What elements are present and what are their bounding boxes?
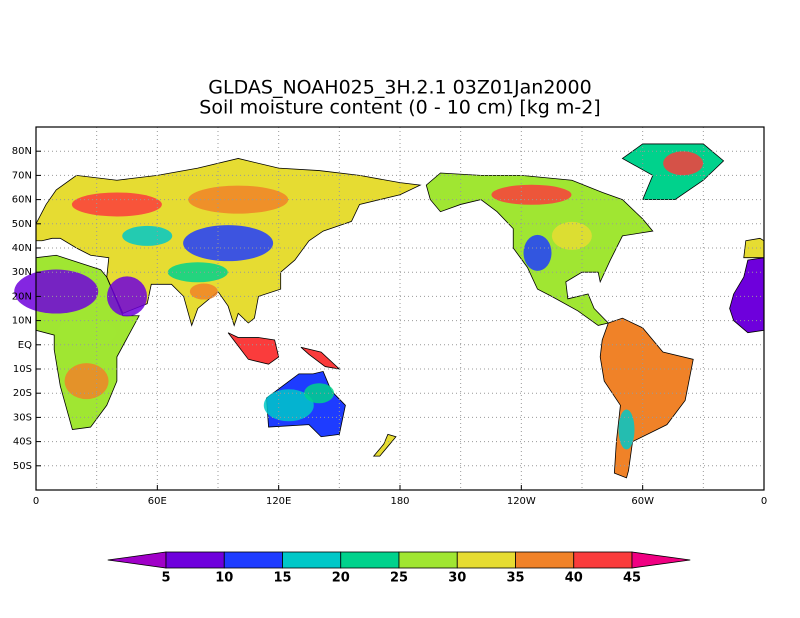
lat-label: 10N <box>12 316 32 327</box>
lat-label: 30N <box>12 267 32 278</box>
new-guinea <box>300 346 341 370</box>
land <box>14 143 765 479</box>
lat-label: 60N <box>12 195 32 206</box>
lon-label: 120E <box>266 496 291 507</box>
moisture-patch <box>523 234 552 271</box>
grid <box>36 127 764 490</box>
lat-label: 80N <box>12 146 32 157</box>
moisture-patch <box>56 318 117 347</box>
lon-label: 60E <box>148 496 167 507</box>
colorbar-high <box>631 551 691 569</box>
colorbar-label: 40 <box>565 571 583 586</box>
moisture-patch <box>14 269 99 314</box>
title-line-1: GLDAS_NOAH025_3H.2.1 03Z01Jan2000 <box>208 77 591 99</box>
colorbar: 5 10 15 20 25 30 35 40 45 <box>107 551 691 586</box>
colorbar-label: 30 <box>448 571 466 586</box>
moisture-patch <box>612 347 673 391</box>
lat-label: 30S <box>13 412 32 423</box>
colorbar-label: 35 <box>506 571 524 586</box>
moisture-patch <box>64 363 109 400</box>
colorbar-label: 25 <box>390 571 408 586</box>
colorbar-label: 20 <box>332 571 350 586</box>
moisture-patch <box>107 276 147 317</box>
moisture-patch <box>122 225 173 246</box>
lat-label: 70N <box>12 170 32 181</box>
lat-label: EQ <box>18 340 32 351</box>
iberia <box>743 237 765 259</box>
colorbar-box <box>515 551 575 569</box>
colorbar-label: 45 <box>623 571 641 586</box>
lat-label: 40N <box>12 243 32 254</box>
colorbar-box <box>340 551 400 569</box>
moisture-patch <box>189 283 218 300</box>
lon-label: 60W <box>631 496 654 507</box>
moisture-patch <box>663 151 704 176</box>
colorbar-box <box>165 551 225 569</box>
lon-label: 0 <box>33 496 39 507</box>
lon-label: 0 <box>761 496 767 507</box>
colorbar-label: 10 <box>215 571 233 586</box>
moisture-patch <box>551 221 592 250</box>
colorbar-box <box>223 551 283 569</box>
colorbar-box <box>398 551 458 569</box>
moisture-patch <box>618 409 635 450</box>
lat-label: 10S <box>13 364 32 375</box>
moisture-patch <box>263 389 314 422</box>
moisture-patch <box>491 184 572 205</box>
colorbar-box <box>282 551 342 569</box>
lat-label: 40S <box>13 437 32 448</box>
lon-label: 180 <box>390 496 409 507</box>
indonesia <box>227 332 280 365</box>
colorbar-box <box>456 551 516 569</box>
moisture-patch <box>167 262 228 283</box>
moisture-patch <box>304 383 335 404</box>
lat-label: 50N <box>12 219 32 230</box>
new-zealand <box>372 433 397 457</box>
lon-label: 120W <box>507 496 536 507</box>
lat-label: 20N <box>12 291 32 302</box>
colorbar-label: 15 <box>273 571 291 586</box>
moisture-patch <box>71 192 162 217</box>
moisture-patch <box>183 225 274 262</box>
moisture-patch <box>188 185 289 214</box>
colorbar-label: 5 <box>161 571 170 586</box>
lat-label: 50S <box>13 461 32 472</box>
lat-label: 20S <box>13 388 32 399</box>
colorbar-box <box>573 551 633 569</box>
title-line-2: Soil moisture content (0 - 10 cm) [kg m-… <box>199 97 600 119</box>
axis-labels: 80N 70N 60N 50N 40N 30N 20N 10N EQ 10S 20S 30S 40S 50… <box>12 146 767 507</box>
